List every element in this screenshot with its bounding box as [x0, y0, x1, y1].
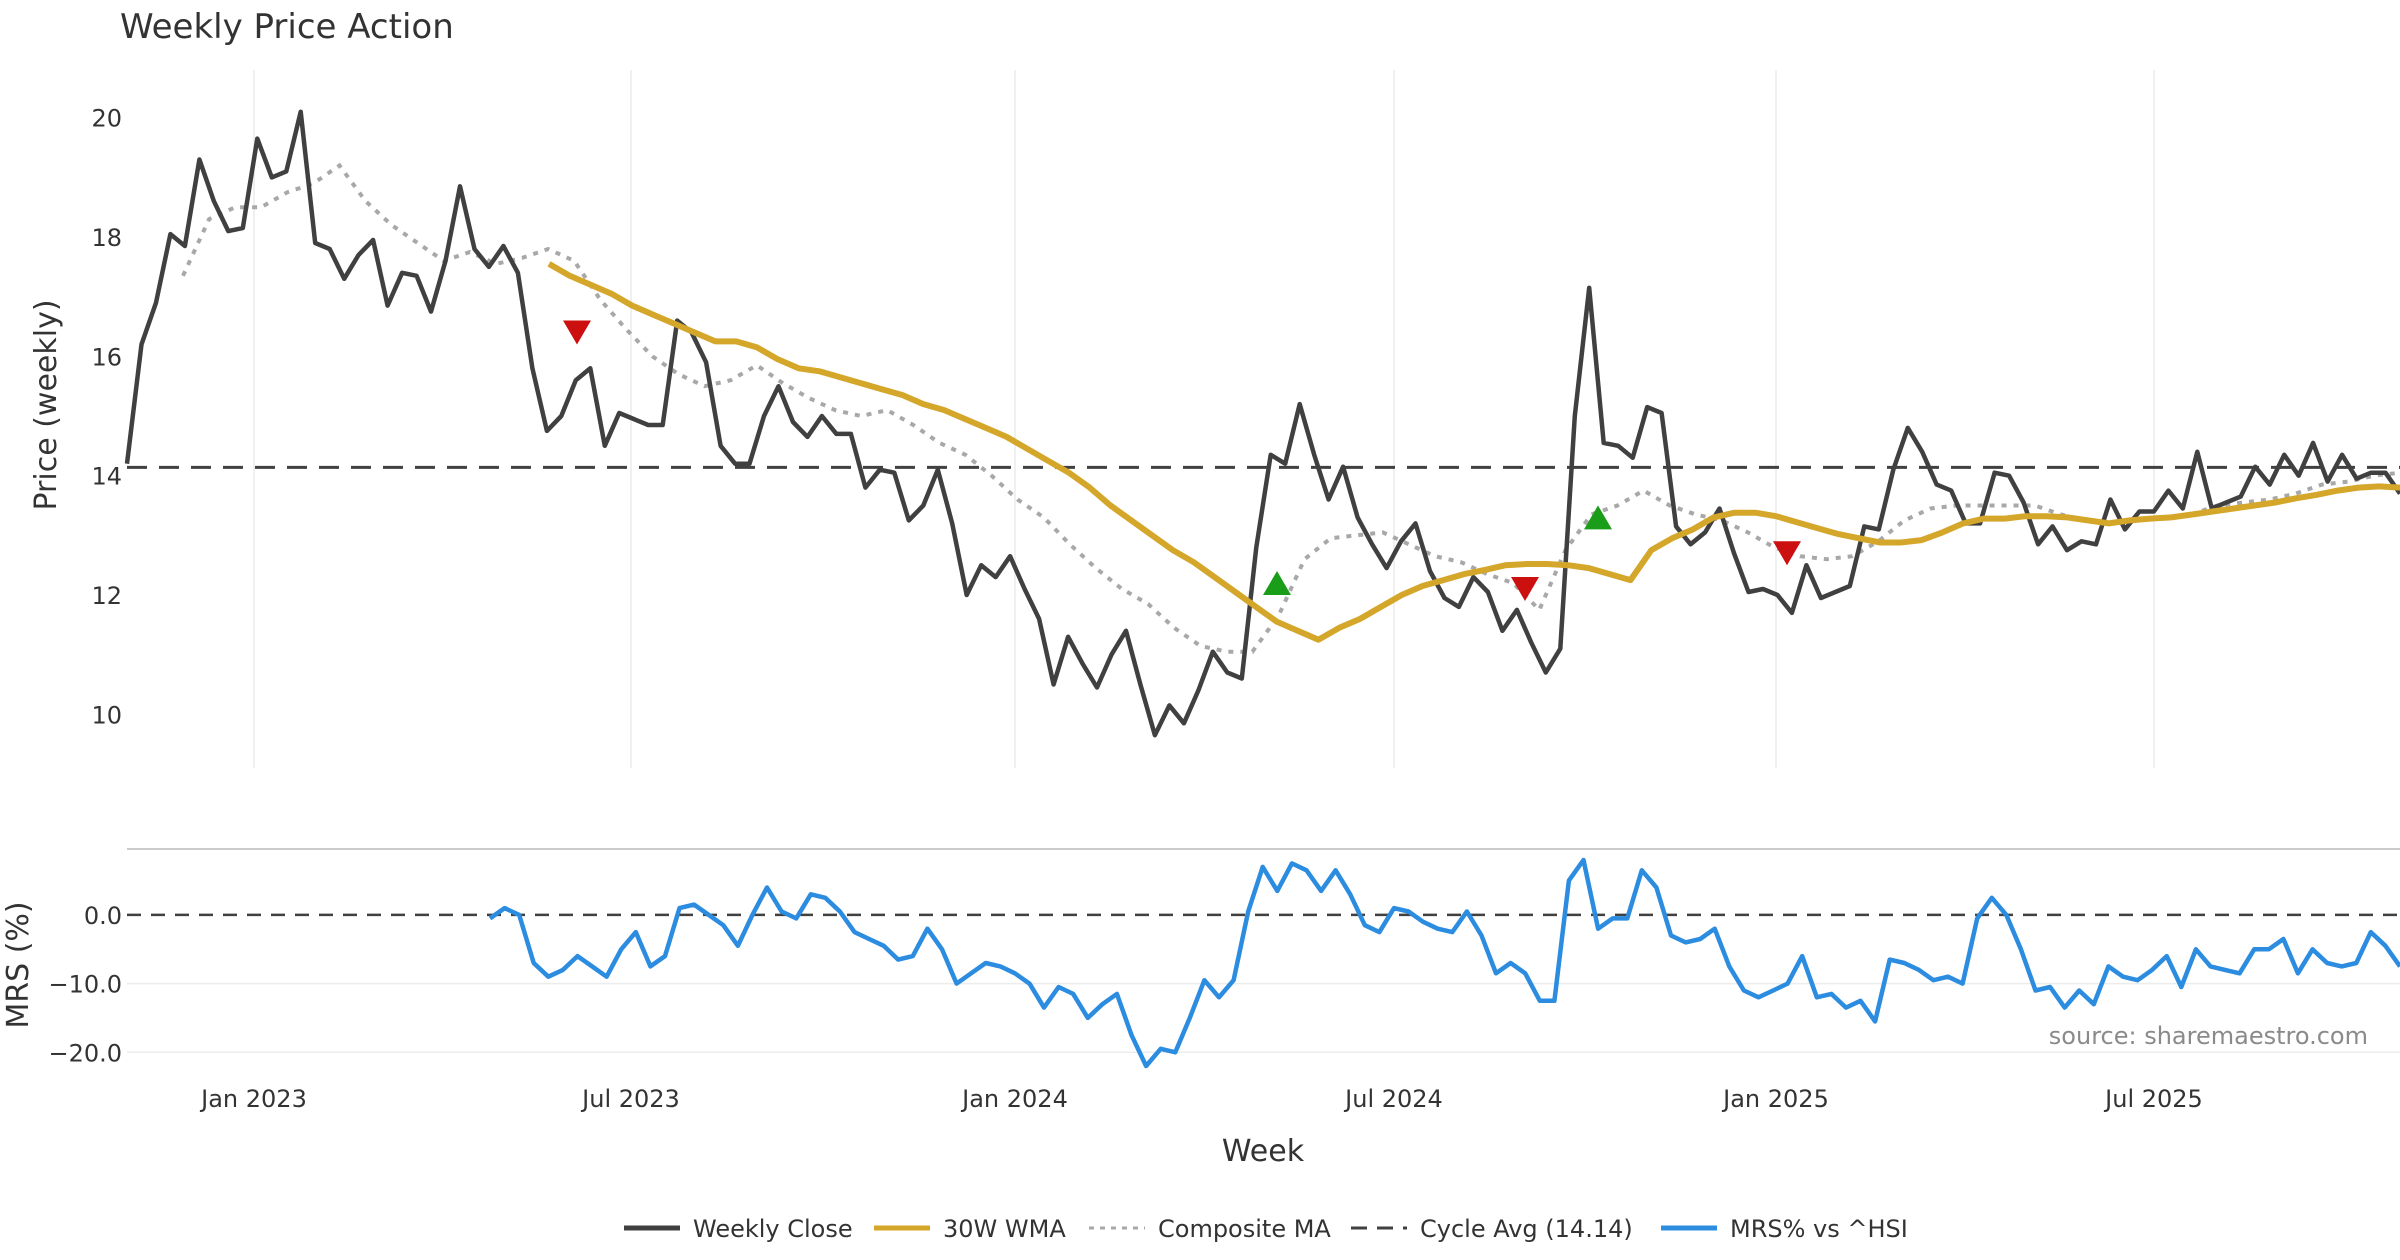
x-tick-label: Jan 2024	[960, 1085, 1068, 1113]
wma-30w-series	[547, 261, 2400, 643]
price-gridlines	[253, 70, 2155, 768]
price-y-tick-label: 16	[91, 343, 122, 371]
mrs-panel: 0.0 −10.0 −20.0 MRS (%) source: sharemaest…	[1, 848, 2400, 1069]
legend: Weekly Close 30W WMA Composite MA Cycle Avg…	[624, 1215, 1908, 1243]
price-y-tick-label: 10	[91, 701, 122, 729]
x-tick-label: Jul 2023	[580, 1085, 680, 1113]
signal-markers	[563, 320, 1801, 602]
sell-signal-marker	[563, 320, 591, 345]
legend-label: MRS% vs ^HSI	[1730, 1215, 1908, 1243]
legend-label: Composite MA	[1158, 1215, 1331, 1243]
x-tick-label: Jul 2025	[2103, 1085, 2203, 1113]
price-y-tick-label: 20	[91, 105, 122, 133]
mrs-y-tick-label: 0.0	[84, 902, 122, 930]
price-y-tick-label: 14	[91, 463, 122, 491]
weekly-close-series	[124, 109, 2400, 738]
price-y-ticks: 10 12 14 16 18 20	[91, 105, 122, 730]
x-tick-label: Jan 2023	[199, 1085, 307, 1113]
x-tick-label: Jul 2024	[1343, 1085, 1443, 1113]
mrs-gridlines	[127, 913, 2400, 1054]
buy-signal-marker	[1263, 571, 1291, 596]
mrs-y-tick-label: −10.0	[48, 971, 122, 999]
x-tick-label: Jan 2025	[1721, 1085, 1829, 1113]
x-ticks: Jan 2023 Jul 2023 Jan 2024 Jul 2024 Jan 2025…	[199, 1085, 2203, 1113]
sell-signal-marker	[1773, 541, 1801, 566]
mrs-y-tick-label: −20.0	[48, 1039, 122, 1067]
legend-label: Cycle Avg (14.14)	[1420, 1215, 1633, 1243]
composite-ma-series	[181, 162, 2400, 654]
buy-signal-marker	[1584, 505, 1612, 530]
price-y-axis-label: Price (weekly)	[29, 299, 64, 510]
chart-title: Weekly Price Action	[120, 7, 454, 47]
legend-label: Weekly Close	[693, 1215, 853, 1243]
x-axis-label: Week	[1222, 1134, 1305, 1169]
price-panel: 10 12 14 16 18 20 Price (weekly)	[29, 70, 2400, 768]
mrs-y-ticks: 0.0 −10.0 −20.0	[48, 902, 122, 1067]
sell-signal-marker	[1511, 577, 1539, 602]
mrs-y-axis-label: MRS (%)	[1, 901, 36, 1028]
source-note: source: sharemaestro.com	[2049, 1022, 2368, 1050]
price-y-tick-label: 12	[91, 582, 122, 610]
legend-label: 30W WMA	[943, 1215, 1066, 1243]
mrs-series	[488, 857, 2400, 1069]
price-y-tick-label: 18	[91, 224, 122, 252]
